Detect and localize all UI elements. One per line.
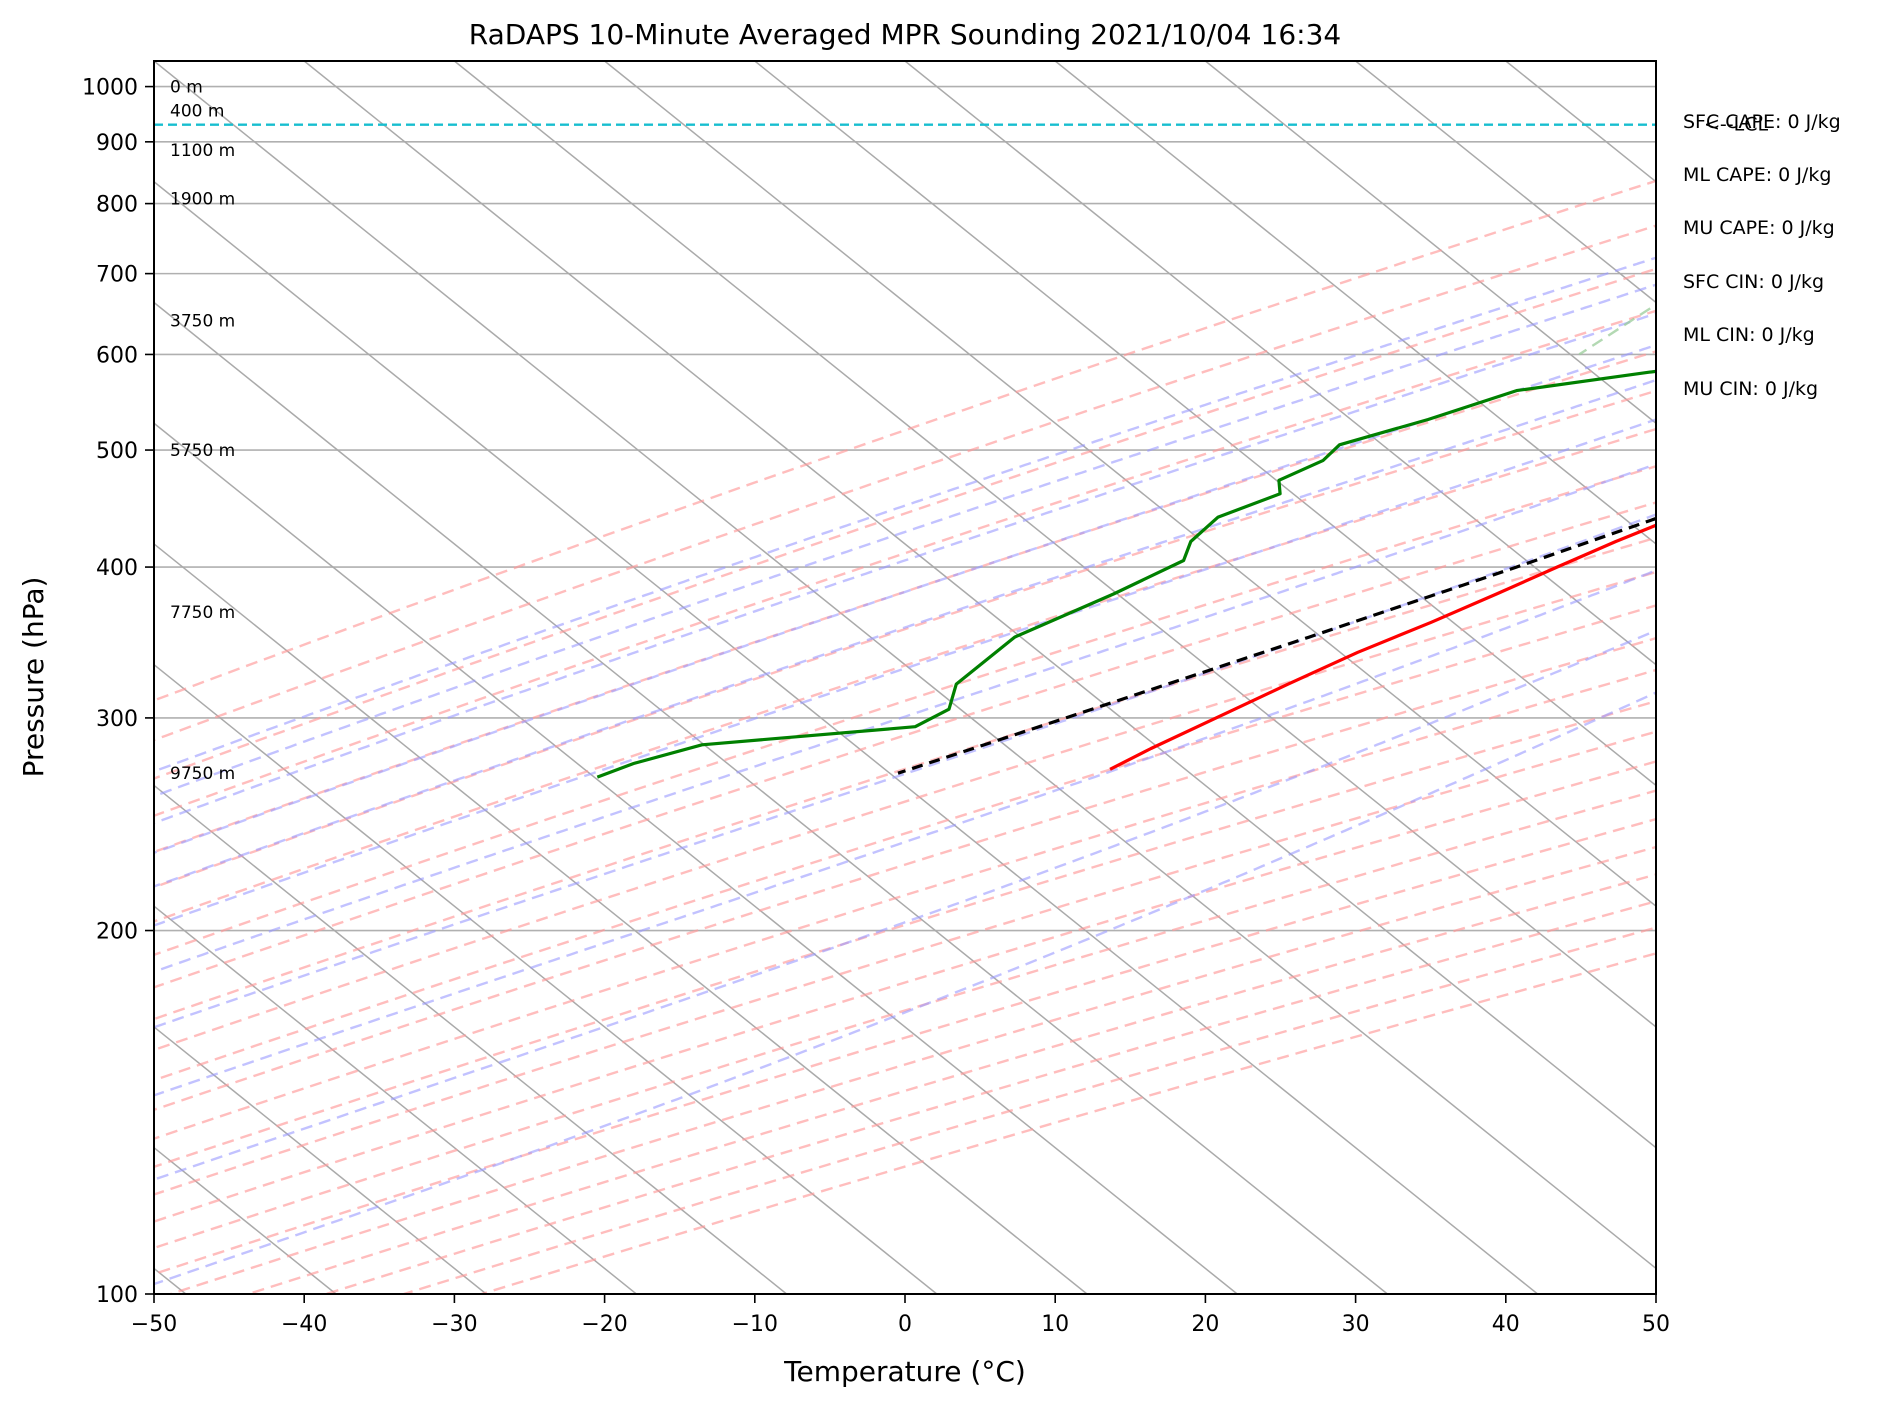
height-label: 1900 m <box>170 189 235 209</box>
moist-adiabat <box>154 462 1656 973</box>
dry-adiabat <box>154 224 1656 742</box>
mu-cin-label: MU CIN: 0 J/kg <box>1683 378 1818 400</box>
dry-adiabat <box>154 501 1656 989</box>
y-tick-label: 700 <box>96 263 138 288</box>
y-tick-label: 900 <box>96 131 138 156</box>
isotherm-line <box>154 1025 487 1294</box>
isotherm-line <box>754 61 1656 787</box>
height-label: 400 m <box>170 102 224 122</box>
dry-adiabat <box>154 179 1656 702</box>
isotherm-line <box>453 61 1656 1028</box>
lcl-label: <--LCL <box>1704 114 1768 136</box>
moist-adiabat <box>154 256 1656 773</box>
height-label: 5750 m <box>170 441 235 461</box>
y-axis-title: Pressure (hPa) <box>17 577 50 778</box>
y-axis: 1000 900 800 700 600 500 400 300 200 100 <box>82 76 154 1308</box>
isotherm-line <box>1355 61 1656 304</box>
x-tick-label: −30 <box>431 1312 477 1337</box>
moist-adiabat <box>154 283 1656 798</box>
moist-adiabat <box>154 513 1656 1029</box>
moist-adiabat-lines <box>154 256 1656 1286</box>
moist-adiabat <box>154 343 1656 855</box>
dry-adiabat <box>154 789 1656 1250</box>
height-label: 0 m <box>170 78 203 98</box>
height-label: 7750 m <box>170 603 235 623</box>
x-tick-label: 40 <box>1492 1312 1520 1337</box>
y-tick-label: 500 <box>96 439 138 464</box>
dry-adiabat <box>154 267 1656 780</box>
sfc-cape-label: SFC CAPE: 0 J/kg <box>1683 111 1841 133</box>
isotherm-line <box>154 905 637 1294</box>
x-tick-label: 10 <box>1041 1312 1069 1337</box>
x-tick-label: 30 <box>1342 1312 1370 1337</box>
isobar-grid <box>154 85 1656 1294</box>
dry-adiabat <box>154 389 1656 889</box>
dry-adiabat <box>154 636 1656 1112</box>
x-tick-label: 50 <box>1642 1312 1670 1337</box>
y-tick-label: 800 <box>96 193 138 218</box>
isotherm-line <box>904 61 1656 666</box>
chart-title: RaDAPS 10-Minute Averaged MPR Sounding 2… <box>469 18 1341 51</box>
height-label: 1100 m <box>170 141 235 161</box>
dry-adiabat <box>154 309 1656 818</box>
isotherm-line <box>604 61 1656 908</box>
temperature-line <box>1109 523 1656 771</box>
dewpoint-line <box>596 369 1656 779</box>
isotherm-line <box>154 543 1088 1294</box>
ml-cin-label: ML CIN: 0 J/kg <box>1683 324 1815 346</box>
mu-cape-label: MU CAPE: 0 J/kg <box>1683 217 1835 239</box>
x-tick-label: 0 <box>898 1312 912 1337</box>
dry-adiabat <box>154 730 1656 1196</box>
isotherm-line <box>154 61 1656 1270</box>
x-tick-label: −10 <box>732 1312 778 1337</box>
dry-adiabat <box>154 427 1656 923</box>
y-tick-label: 300 <box>96 707 138 732</box>
isotherm-line <box>154 422 1238 1294</box>
isotherm-line <box>154 784 788 1294</box>
isotherm-line <box>303 61 1656 1149</box>
height-label: 3750 m <box>170 312 235 332</box>
sfc-cin-label: SFC CIN: 0 J/kg <box>1683 271 1824 293</box>
y-tick-label: 1000 <box>82 76 138 101</box>
isotherm-line <box>154 301 1388 1294</box>
isotherm-line <box>154 663 938 1294</box>
dry-adiabat <box>154 699 1656 1169</box>
isotherm-line <box>154 180 1539 1294</box>
y-tick-label: 100 <box>96 1283 138 1308</box>
x-axis-title: Temperature (°C) <box>783 1355 1026 1388</box>
dry-adiabat <box>154 570 1656 1052</box>
height-label: 9750 m <box>170 764 235 784</box>
x-axis: −50 −40 −30 −20 −10 0 10 20 30 40 50 <box>131 1294 1670 1337</box>
sounding-series <box>596 369 1656 779</box>
parcel-line <box>897 516 1656 775</box>
x-tick-label: −20 <box>581 1312 627 1337</box>
moist-adiabat <box>154 312 1656 825</box>
y-tick-label: 600 <box>96 343 138 368</box>
isotherm-line <box>1204 61 1656 425</box>
x-tick-label: 20 <box>1191 1312 1219 1337</box>
x-tick-label: −50 <box>131 1312 177 1337</box>
isotherm-lines <box>154 61 1656 1294</box>
moist-adiabat <box>154 569 1656 1097</box>
x-tick-label: −40 <box>281 1312 327 1337</box>
y-tick-label: 400 <box>96 556 138 581</box>
ml-cape-label: ML CAPE: 0 J/kg <box>1683 164 1831 186</box>
y-tick-label: 200 <box>96 920 138 945</box>
height-labels: 0 m 400 m 1100 m 1900 m 3750 m 5750 m 7750 m 97… <box>170 78 235 785</box>
isotherm-line <box>1054 61 1656 545</box>
